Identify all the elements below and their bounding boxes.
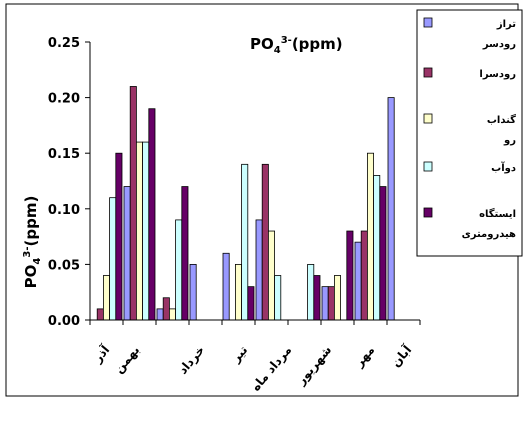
bar-2-group-6 <box>261 163 269 321</box>
bar-5-group-7 <box>313 275 321 321</box>
bar-2-group-9 <box>360 230 368 321</box>
bar-4-group-2 <box>142 141 150 321</box>
legend-label: ایستگاه هیدرومتری <box>462 207 516 240</box>
bar-4-group-3 <box>175 219 183 321</box>
legend-label: دوآب <box>491 161 516 174</box>
bar-3-group-8 <box>333 275 341 321</box>
legend-swatch <box>423 161 433 172</box>
chart-title: PO43-(ppm) <box>250 35 343 56</box>
bar-1-group-6 <box>255 219 263 321</box>
legend-swatch <box>423 207 433 218</box>
bar-1-group-4 <box>189 263 197 321</box>
bar-5-group-9 <box>379 186 387 321</box>
y-tick-label: 0.05 <box>48 258 80 273</box>
bar-1-group-5 <box>222 252 230 321</box>
legend-swatch <box>423 67 433 78</box>
y-tick-label: 0.25 <box>48 36 80 51</box>
bar-3-group-5 <box>234 263 242 321</box>
bar-5-group-3 <box>181 186 189 321</box>
y-tick-label: 0.10 <box>48 203 80 218</box>
y-tick-label: 0.00 <box>48 314 80 329</box>
bar-3-group-2 <box>135 141 143 321</box>
bar-4-group-5 <box>241 163 249 321</box>
bar-1-group-8 <box>321 286 329 321</box>
bar-4-group-6 <box>274 275 282 321</box>
y-axis: 0.00 0.05 0.10 0.15 0.20 0.25 <box>48 36 91 329</box>
bar-5-group-2 <box>148 108 156 321</box>
bar-5-group-8 <box>346 230 354 321</box>
legend: تراز رودسر رودسرا گنداب رو دوآب ایستگاه هیدرومت… <box>416 9 523 257</box>
bar-1-group-2 <box>123 186 131 321</box>
legend-label: رودسرا <box>479 69 516 80</box>
legend-swatch <box>423 17 433 28</box>
bar-3-group-3 <box>168 308 176 321</box>
legend-box <box>416 9 523 257</box>
legend-label: تراز رودسر <box>482 19 516 50</box>
bar-1-group-10 <box>387 97 395 321</box>
bar-1-group-3 <box>156 308 164 321</box>
bar-2-group-3 <box>162 297 170 321</box>
bar-4-group-1 <box>109 197 117 321</box>
bar-5-group-1 <box>115 152 123 321</box>
bar-3-group-1 <box>103 275 111 321</box>
bar-5-group-5 <box>247 286 255 321</box>
bar-3-group-6 <box>267 230 275 321</box>
bar-2-group-2 <box>129 86 137 321</box>
y-tick-label: 0.15 <box>48 147 80 162</box>
bar-4-group-9 <box>373 175 381 321</box>
bar-2-group-8 <box>327 286 335 321</box>
legend-swatch <box>423 113 433 124</box>
bar-1-group-9 <box>354 241 362 321</box>
bar-4-group-7 <box>307 263 315 321</box>
bar-3-group-9 <box>366 152 374 321</box>
bar-2-group-1 <box>96 308 104 321</box>
y-axis-label: PO43-(ppm) <box>22 196 43 289</box>
y-tick-label: 0.20 <box>48 92 80 107</box>
legend-label: گنداب رو <box>487 113 516 146</box>
